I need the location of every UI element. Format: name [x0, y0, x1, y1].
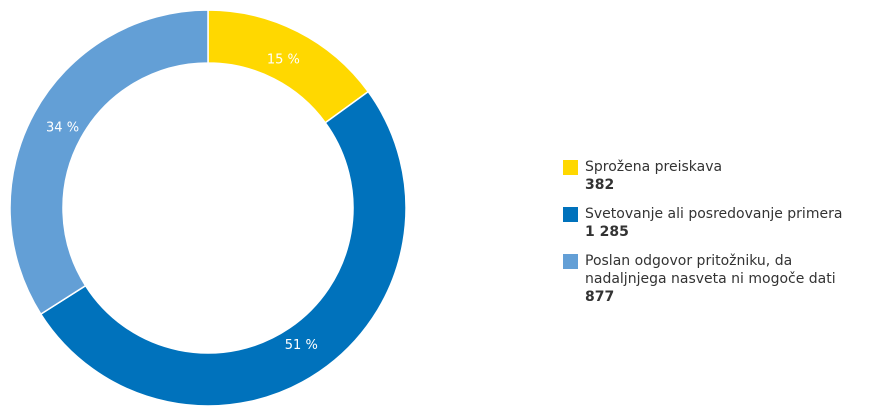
legend-label: Poslan odgovor pritožniku, da nadaljnjeg…: [585, 253, 836, 287]
legend-swatch: [563, 207, 578, 222]
donut: 15 % 51 % 34 %: [9, 9, 407, 406]
legend-swatch: [563, 254, 578, 269]
legend: Sprožena preiskava 382 Svetovanje ali posr…: [563, 158, 875, 317]
slice-label: 34 %: [46, 121, 79, 136]
slice-label: 51 %: [285, 338, 318, 353]
slice: [9, 9, 209, 316]
legend-item: Svetovanje ali posredovanje primera 1 285: [563, 205, 875, 241]
slice: [39, 90, 407, 406]
legend-item: Sprožena preiskava 382: [563, 158, 875, 194]
legend-swatch: [563, 160, 578, 175]
legend-label: Svetovanje ali posredovanje primera: [585, 206, 843, 222]
legend-count: 1 285: [585, 224, 629, 240]
legend-label: Sprožena preiskava: [585, 159, 723, 175]
slice-label: 15 %: [267, 53, 300, 68]
legend-count: 877: [585, 289, 615, 305]
legend-count: 382: [585, 177, 615, 193]
legend-item: Poslan odgovor pritožniku, da nadaljnjeg…: [563, 252, 875, 306]
